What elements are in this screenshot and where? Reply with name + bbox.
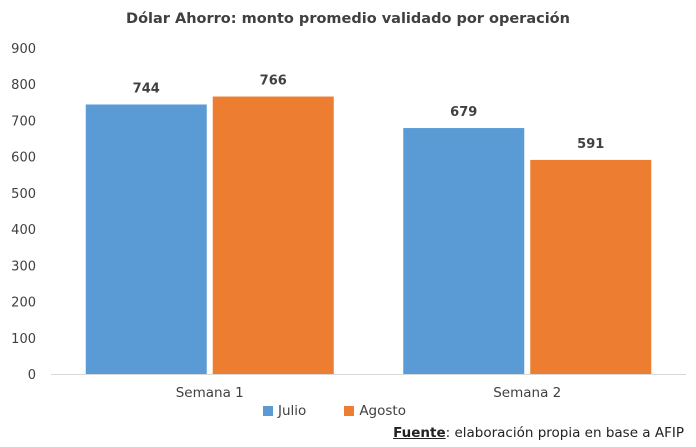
- bar: [85, 104, 207, 375]
- data-label: 744: [133, 82, 160, 97]
- data-label: 591: [577, 137, 604, 152]
- legend-label-julio: Julio: [278, 403, 307, 419]
- y-tick-label: 800: [11, 78, 36, 93]
- y-tick-label: 700: [11, 114, 36, 129]
- y-tick-label: 0: [28, 368, 36, 383]
- x-tick-label: Semana 1: [176, 385, 244, 401]
- legend-item-julio: Julio: [263, 403, 306, 419]
- y-tick-label: 200: [11, 296, 36, 311]
- legend-label-agosto: Agosto: [359, 403, 406, 419]
- bar: [530, 159, 652, 374]
- y-tick-label: 900: [11, 42, 36, 57]
- bar: [212, 96, 334, 374]
- y-tick-label: 600: [11, 151, 36, 166]
- source-label: Fuente: [393, 425, 446, 441]
- legend-swatch-julio: [263, 406, 273, 416]
- y-tick-label: 500: [11, 187, 36, 202]
- data-label: 766: [260, 74, 287, 89]
- y-tick-label: 400: [11, 223, 36, 238]
- legend: Julio Agosto: [263, 403, 406, 419]
- data-label: 679: [450, 105, 477, 120]
- bar: [403, 128, 525, 374]
- legend-item-agosto: Agosto: [344, 403, 406, 419]
- source-text: : elaboración propia en base a AFIP: [445, 425, 684, 441]
- y-tick-label: 100: [11, 332, 36, 347]
- legend-swatch-agosto: [344, 406, 355, 416]
- chart-title: Dólar Ahorro: monto promedio validado po…: [126, 11, 570, 27]
- y-tick-label: 300: [11, 259, 36, 274]
- source-note: Fuente: elaboración propia en base a AFI…: [393, 425, 684, 441]
- x-tick-label: Semana 2: [493, 385, 561, 401]
